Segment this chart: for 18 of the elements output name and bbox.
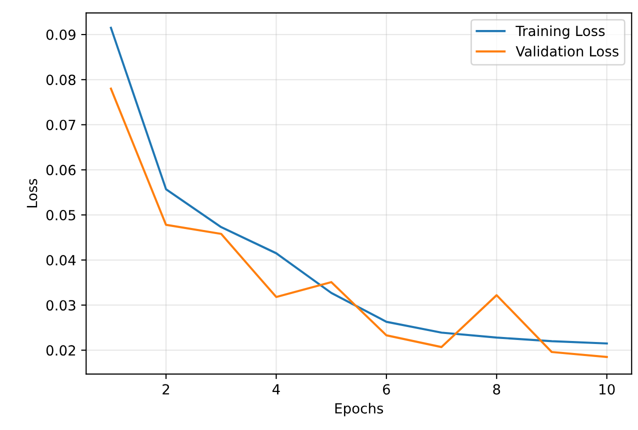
x-tick-label: 2 <box>162 384 170 394</box>
x-tick-label: 8 <box>493 384 500 395</box>
line-series <box>110 88 608 358</box>
legend-label: Validation Loss <box>516 46 618 57</box>
y-tick-label: 0.03 <box>46 300 76 311</box>
x-axis-title: Epochs <box>335 402 384 416</box>
x-tick-label: 6 <box>382 384 390 395</box>
y-tick-label: 0.09 <box>46 30 76 40</box>
y-tick-label: 0.06 <box>46 164 76 176</box>
y-tick-label: 0.02 <box>46 345 76 356</box>
y-tick-label: 0.04 <box>46 254 76 266</box>
x-tick-label: 10 <box>600 384 615 395</box>
y-tick-label: 0.05 <box>46 210 76 220</box>
y-tick-label: 0.07 <box>46 120 76 130</box>
y-axis-title: Loss <box>26 178 38 208</box>
x-tick-label: 4 <box>272 384 280 394</box>
legend-label: Training Loss <box>516 25 605 39</box>
y-tick-label: 0.08 <box>46 74 76 86</box>
